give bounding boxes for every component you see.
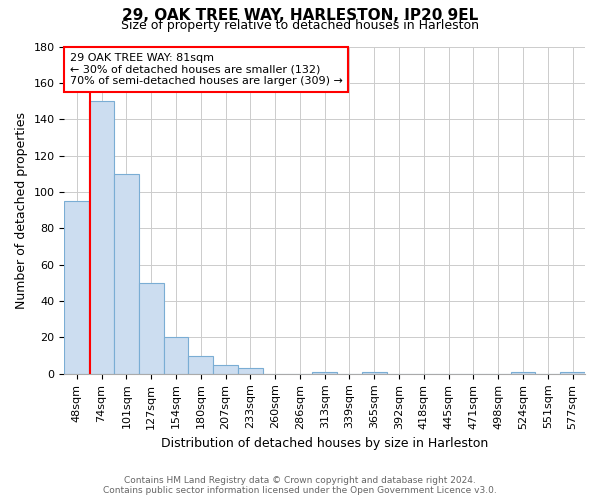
Y-axis label: Number of detached properties: Number of detached properties [15, 112, 28, 308]
Bar [213, 364, 238, 374]
Bar [238, 368, 263, 374]
Bar [313, 372, 337, 374]
Bar [139, 283, 164, 374]
Text: Contains HM Land Registry data © Crown copyright and database right 2024.
Contai: Contains HM Land Registry data © Crown c… [103, 476, 497, 495]
Bar [164, 338, 188, 374]
X-axis label: Distribution of detached houses by size in Harleston: Distribution of detached houses by size … [161, 437, 488, 450]
Text: Size of property relative to detached houses in Harleston: Size of property relative to detached ho… [121, 18, 479, 32]
Text: 29 OAK TREE WAY: 81sqm
← 30% of detached houses are smaller (132)
70% of semi-de: 29 OAK TREE WAY: 81sqm ← 30% of detached… [70, 53, 343, 86]
Bar [560, 372, 585, 374]
Bar [362, 372, 386, 374]
Bar [188, 356, 213, 374]
Bar [511, 372, 535, 374]
Bar [114, 174, 139, 374]
Bar [64, 201, 89, 374]
Text: 29, OAK TREE WAY, HARLESTON, IP20 9EL: 29, OAK TREE WAY, HARLESTON, IP20 9EL [122, 8, 478, 22]
Bar [89, 101, 114, 374]
